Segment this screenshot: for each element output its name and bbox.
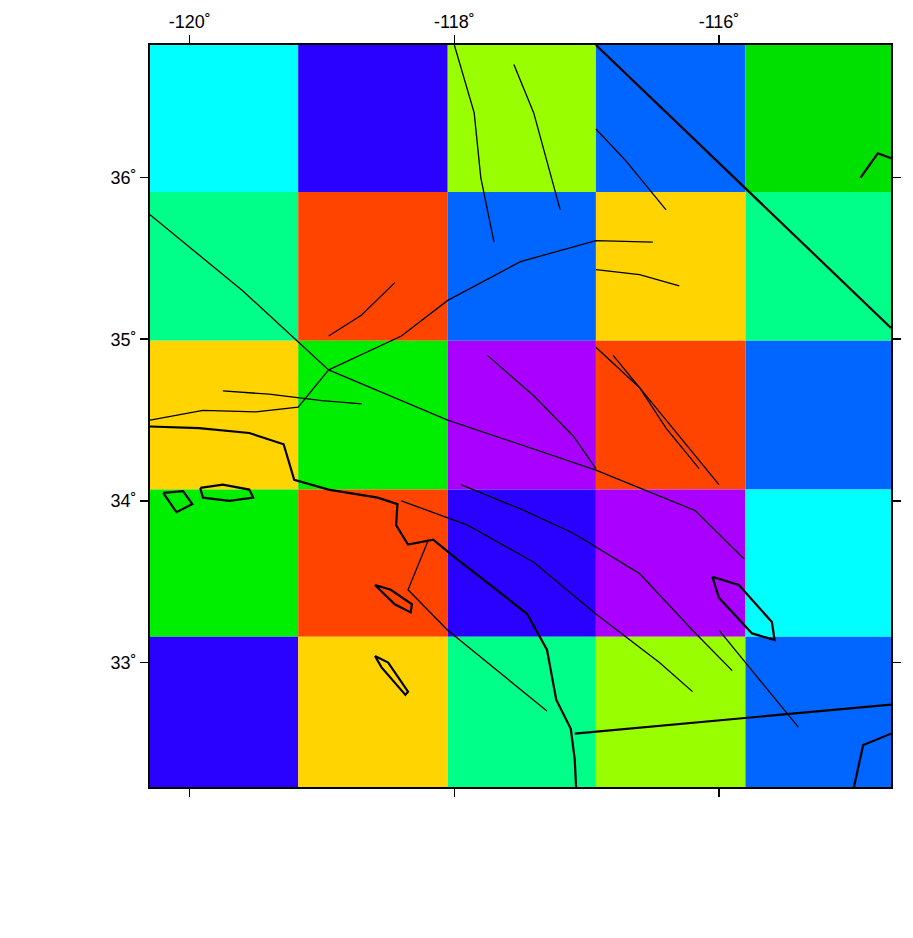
svg-text:35˚: 35˚ bbox=[110, 330, 136, 350]
svg-text:-116˚: -116˚ bbox=[699, 12, 740, 32]
svg-text:-120˚: -120˚ bbox=[169, 12, 211, 32]
svg-text:36˚: 36˚ bbox=[110, 168, 136, 188]
svg-text:-118˚: -118˚ bbox=[434, 12, 475, 32]
svg-text:34˚: 34˚ bbox=[110, 491, 136, 511]
svg-text:33˚: 33˚ bbox=[110, 653, 136, 673]
